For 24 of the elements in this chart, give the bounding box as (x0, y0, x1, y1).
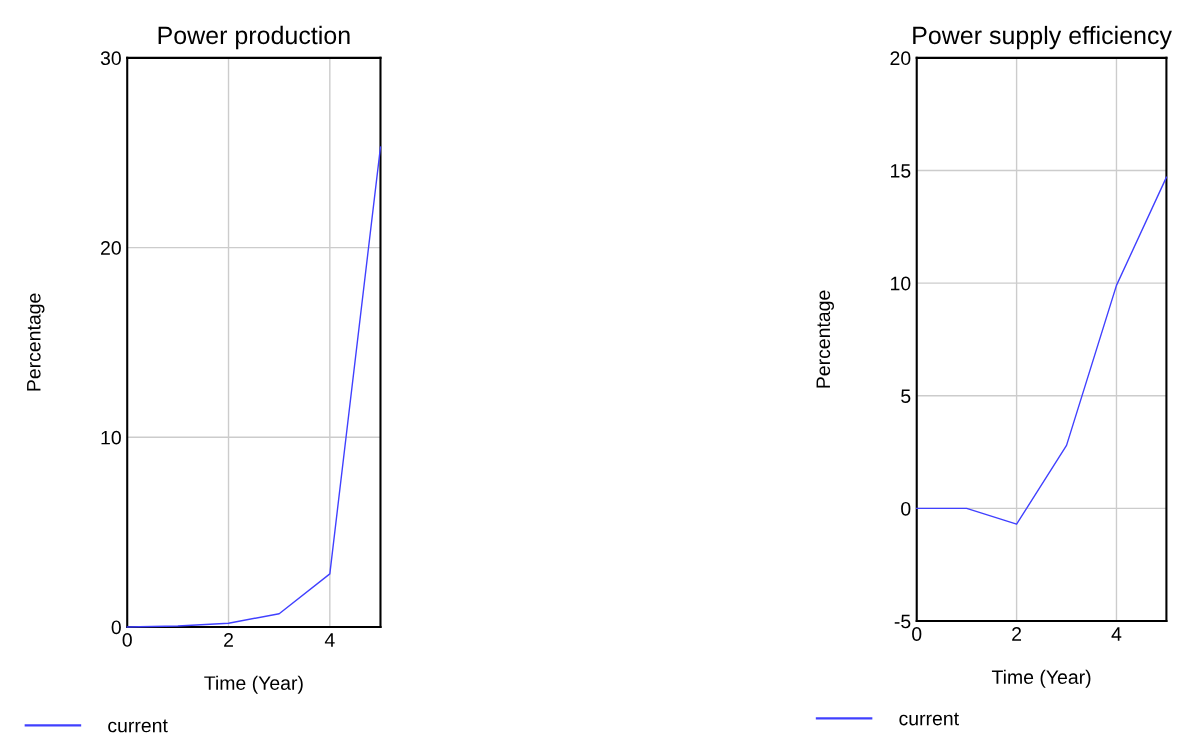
x-tick-label: 4 (1111, 627, 1122, 641)
x-tick-label: 4 (324, 633, 335, 647)
x-tick-label: 0 (122, 633, 132, 647)
chart-title: Power production (158, 25, 350, 50)
x-tick-label: 2 (224, 633, 233, 647)
y-tick-label: -5 (894, 614, 911, 629)
y-tick-label: 30 (100, 51, 121, 66)
y-tick-label: 20 (101, 241, 121, 255)
y-tick-label: 10 (101, 430, 121, 445)
y-axis-title: Percentage (27, 293, 45, 391)
y-tick-label: 5 (901, 389, 911, 404)
chart-title: Power supply efficiency (913, 25, 1172, 50)
x-tick-label: 2 (1012, 627, 1022, 641)
y-tick-label: 0 (901, 501, 911, 516)
line-series (916, 176, 1168, 525)
x-tick-label: 0 (912, 627, 922, 641)
x-axis-title: Time (Year) (204, 675, 303, 694)
y-tick-label: 20 (890, 51, 911, 66)
x-axis-title: Time (Year) (991, 669, 1091, 688)
legend-label: current (108, 719, 168, 733)
y-tick-label: 15 (891, 164, 911, 178)
y-axis-title: Percentage (816, 290, 834, 388)
y-tick-label: 10 (891, 276, 911, 291)
legend-label: current (899, 712, 959, 726)
